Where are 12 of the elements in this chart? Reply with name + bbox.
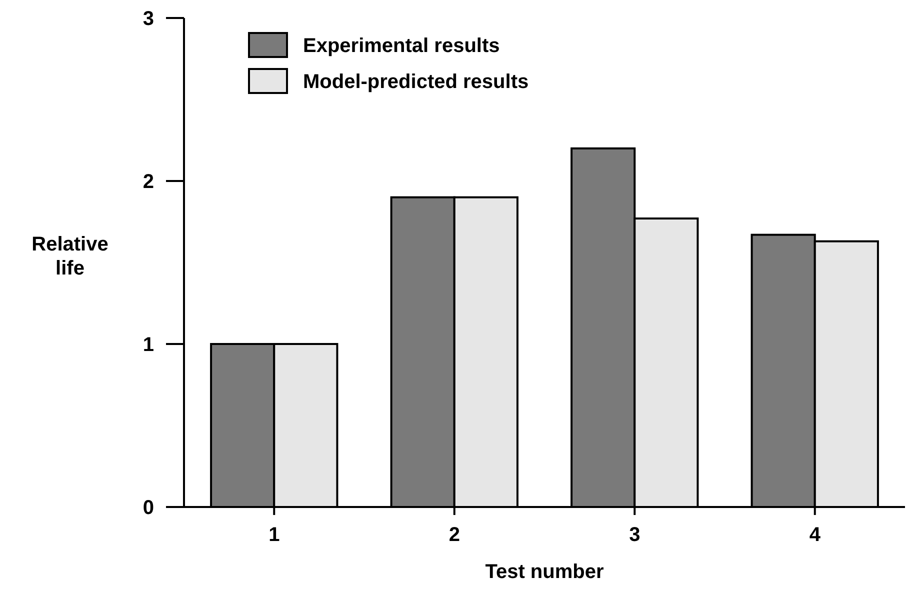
x-tick-label: 2 [448, 524, 460, 546]
x-tick-label: 3 [629, 524, 640, 546]
y-tick-label: 0 [142, 497, 154, 519]
legend-label: Model-predicted results [303, 71, 529, 93]
legend-label: Experimental results [303, 35, 500, 57]
x-tick-label: 1 [268, 524, 280, 546]
y-tick-label: 2 [142, 171, 154, 193]
y-tick-label: 3 [142, 8, 154, 30]
y-tick-label: 1 [142, 334, 154, 356]
x-axis-title: Test number [485, 561, 604, 583]
y-axis-title: Relative life [32, 234, 108, 280]
x-tick-label: 4 [809, 524, 822, 546]
